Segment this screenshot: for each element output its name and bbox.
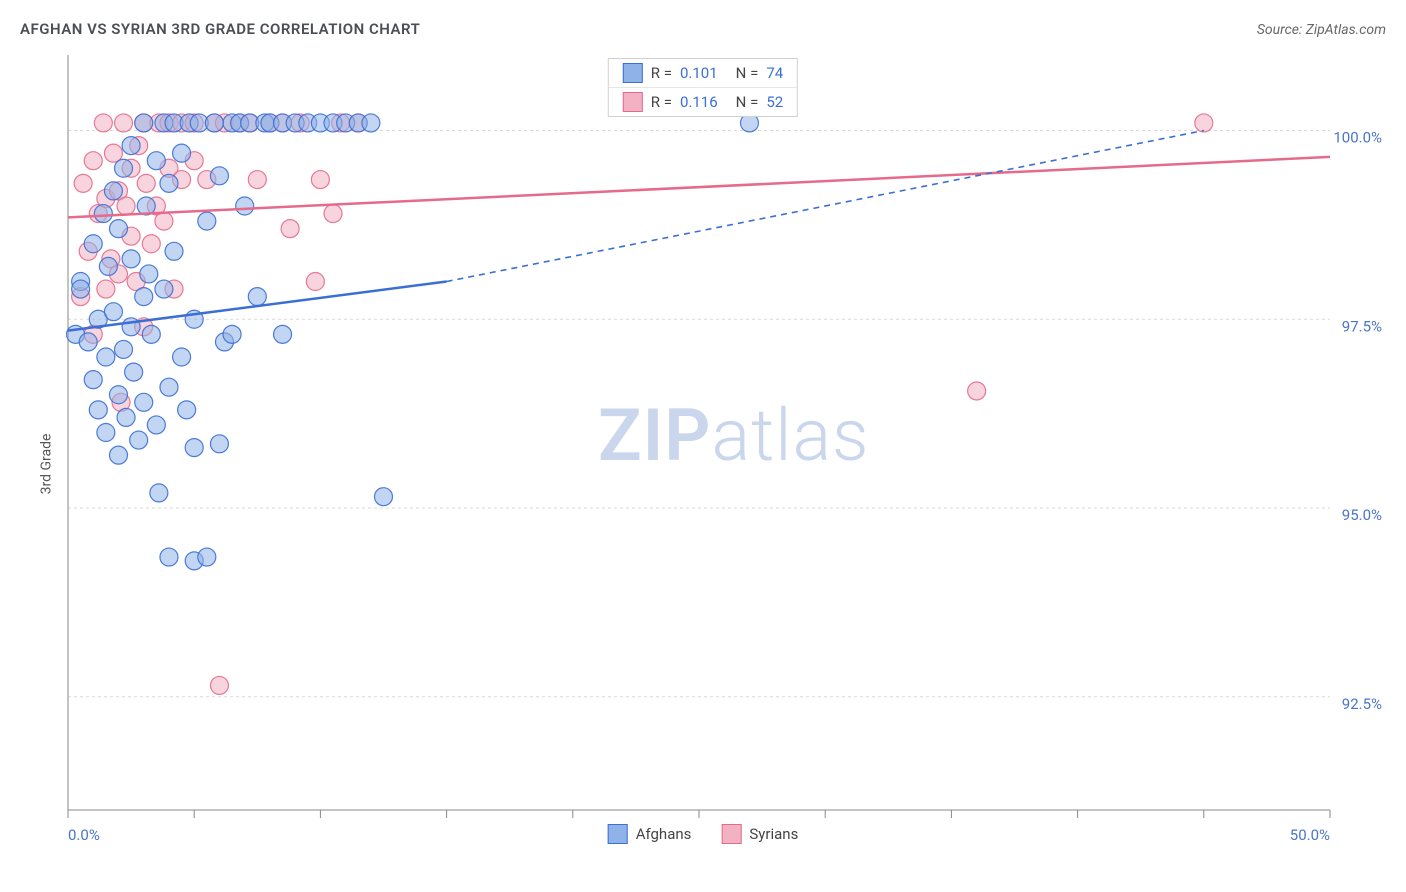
legend-item-syrians[interactable]: Syrians (721, 824, 798, 844)
stats-row-afghans: R = 0.101 N = 74 (609, 59, 797, 87)
source-label: Source: ZipAtlas.com (1257, 22, 1386, 38)
n-label: N = (736, 93, 759, 111)
stats-row-syrians: R = 0.116 N = 52 (609, 87, 797, 116)
swatch-afghans-icon (608, 824, 628, 844)
plot-area: 3rd Grade 92.5% 95.0% 97.5% 100.0% 0.0% 50.0%… (20, 55, 1386, 872)
swatch-afghans (623, 63, 643, 83)
r-value-afghans: 0.101 (680, 64, 718, 82)
n-value-syrians: 52 (766, 93, 783, 111)
svg-text:92.5%: 92.5% (1342, 695, 1382, 713)
swatch-syrians (623, 92, 643, 112)
source-prefix: Source: (1257, 22, 1306, 38)
svg-text:97.5%: 97.5% (1342, 317, 1382, 335)
legend-item-afghans[interactable]: Afghans (608, 824, 692, 844)
scatter-chart: 92.5% 95.0% 97.5% 100.0% 0.0% 50.0% (20, 55, 1386, 865)
svg-text:100.0%: 100.0% (1333, 129, 1382, 147)
swatch-syrians-icon (721, 824, 741, 844)
r-label: R = (651, 64, 672, 82)
source-link[interactable]: ZipAtlas.com (1306, 22, 1386, 38)
svg-text:50.0%: 50.0% (1290, 826, 1330, 844)
r-label: R = (651, 93, 672, 111)
r-value-syrians: 0.116 (680, 93, 718, 111)
stats-legend: R = 0.101 N = 74 R = 0.116 N = 52 (608, 58, 798, 117)
series-legend: Afghans Syrians (608, 824, 799, 844)
n-value-afghans: 74 (766, 64, 783, 82)
svg-text:95.0%: 95.0% (1342, 506, 1382, 524)
n-label: N = (736, 64, 759, 82)
legend-label-afghans: Afghans (636, 825, 692, 843)
legend-label-syrians: Syrians (749, 825, 798, 843)
chart-title: AFGHAN VS SYRIAN 3RD GRADE CORRELATION C… (20, 20, 420, 38)
y-axis-label: 3rd Grade (38, 433, 54, 494)
svg-text:0.0%: 0.0% (68, 826, 100, 844)
